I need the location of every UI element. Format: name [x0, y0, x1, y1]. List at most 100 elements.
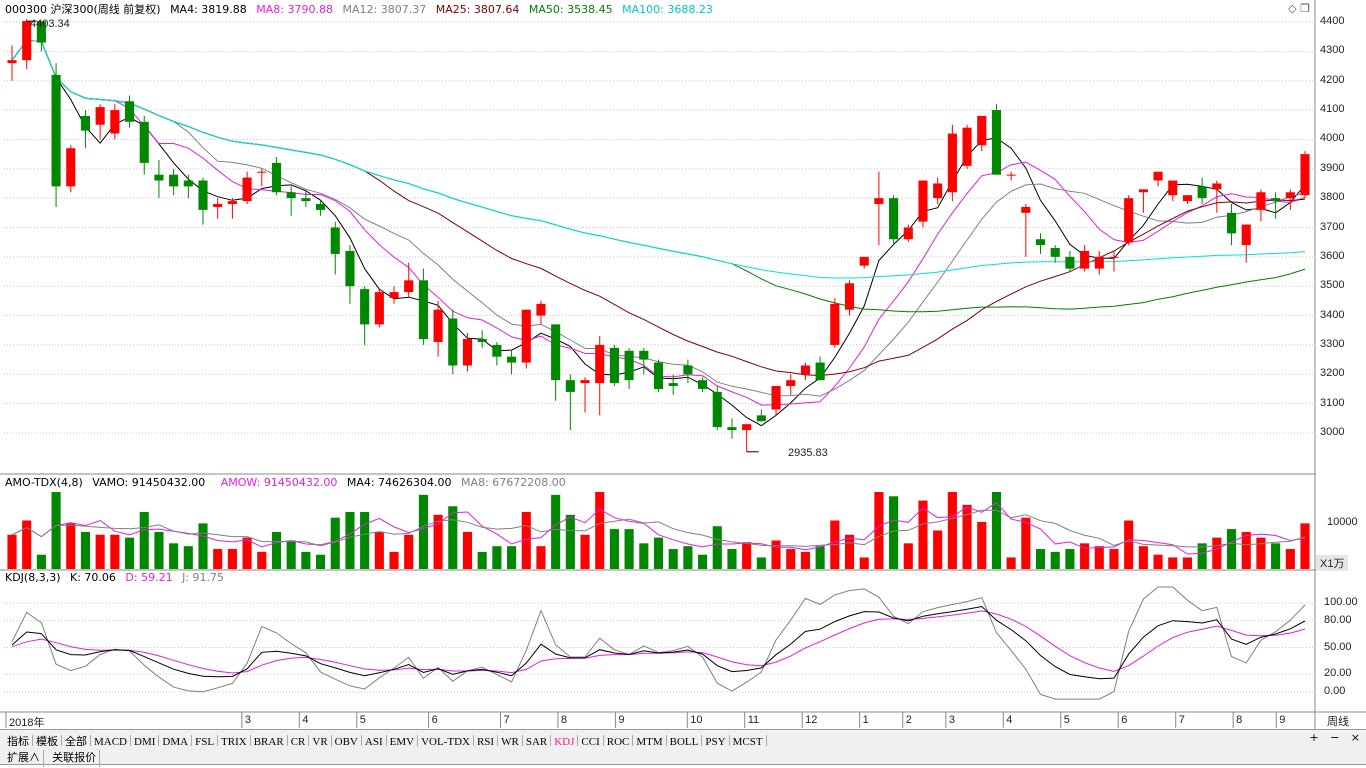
- tab-obv[interactable]: OBV: [332, 735, 362, 750]
- zoom-in-button[interactable]: +: [1309, 731, 1319, 744]
- kdj-j-line: [11, 586, 1306, 700]
- amo-bar: [404, 534, 414, 569]
- amo-bar: [286, 540, 296, 569]
- tab-cr[interactable]: CR: [288, 735, 310, 750]
- tab-dmi[interactable]: DMI: [131, 735, 160, 750]
- candle-body: [933, 183, 943, 199]
- tab-boll[interactable]: BOLL: [667, 735, 703, 750]
- tab-fsl[interactable]: FSL: [192, 735, 219, 750]
- candle-body: [786, 380, 796, 387]
- amo-bar: [1300, 523, 1310, 569]
- kdj-tick-label: 100.00: [1324, 596, 1358, 608]
- amo-bar: [1241, 531, 1251, 569]
- candle-body: [859, 256, 869, 266]
- candle-body: [639, 350, 649, 360]
- restore-icon[interactable]: ❐: [1300, 2, 1310, 15]
- amo-bar: [154, 531, 164, 569]
- amo-bar: [1080, 543, 1090, 569]
- tab-brar[interactable]: BRAR: [251, 735, 288, 750]
- month-label: 5: [359, 714, 366, 726]
- ma12-line: [11, 40, 1306, 397]
- candle-body: [404, 280, 414, 293]
- amo-bar: [507, 546, 517, 569]
- tab-cci[interactable]: CCI: [578, 735, 604, 750]
- tab-vr[interactable]: VR: [309, 735, 332, 750]
- tab-wr[interactable]: WR: [498, 735, 523, 750]
- close-icon[interactable]: ×: [1350, 731, 1360, 744]
- amo-bar: [462, 531, 473, 569]
- candle-body: [683, 365, 693, 375]
- amo-axis-label: 10000: [1327, 516, 1358, 528]
- amo-bar: [36, 554, 46, 569]
- amo-bar: [198, 523, 208, 569]
- month-label: 5: [1063, 714, 1070, 726]
- tab-rsi[interactable]: RSI: [474, 735, 499, 750]
- amo-bar: [1021, 517, 1031, 569]
- tab-sar[interactable]: SAR: [523, 735, 552, 750]
- bottom-bar: 扩展∧ 关联报价: [0, 746, 1366, 767]
- tab-模板[interactable]: 模板: [33, 735, 62, 750]
- low-annotation: 2935.83: [788, 447, 828, 459]
- candle-body: [830, 303, 840, 345]
- amo-bar: [1256, 537, 1266, 569]
- amo-bar: [668, 549, 678, 569]
- amo-bar: [330, 517, 340, 569]
- tab-trix[interactable]: TRIX: [218, 735, 251, 750]
- stock-chart[interactable]: [0, 0, 1366, 730]
- tab-asi[interactable]: ASI: [362, 735, 387, 750]
- tab-vol-tdx[interactable]: VOL-TDX: [418, 735, 474, 750]
- amo-amow: AMOW: 91450432.00: [220, 476, 338, 489]
- diamond-icon[interactable]: ◇: [1288, 2, 1297, 15]
- amo-bar: [448, 506, 458, 569]
- candle-body: [1197, 186, 1207, 199]
- candle-body: [477, 339, 487, 342]
- window-controls: ◇ ❐: [1288, 2, 1310, 15]
- tab-macd[interactable]: MACD: [91, 735, 132, 750]
- candle-body: [624, 350, 634, 381]
- ma50-line: [11, 40, 1306, 313]
- price-tick-label: 4000: [1320, 132, 1345, 145]
- tab-psy[interactable]: PSY: [702, 735, 730, 750]
- candle-body: [947, 133, 957, 193]
- month-label: 3: [244, 714, 251, 726]
- kdj-tick-label: 50.00: [1324, 640, 1352, 653]
- candle-body: [66, 148, 76, 187]
- tab-kdj[interactable]: KDJ: [551, 735, 579, 750]
- month-label: 4: [302, 714, 309, 726]
- amo-bar: [124, 537, 135, 569]
- candle-body: [609, 347, 619, 384]
- candle-body: [257, 171, 267, 173]
- candle-body: [1285, 192, 1295, 199]
- amo-ma8: MA8: 67672208.00: [461, 476, 566, 489]
- month-label: 9: [618, 714, 625, 726]
- candle-body: [1153, 171, 1163, 181]
- month-label: 6: [431, 714, 438, 726]
- amo-bar: [536, 546, 546, 569]
- expand-tab[interactable]: 扩展∧: [4, 750, 44, 767]
- kdj-k: K: 70.06: [70, 571, 116, 584]
- amo-bar: [800, 551, 810, 569]
- amo-vamo: VAMO: 91450432.00: [92, 476, 206, 489]
- amo-bar: [1212, 537, 1222, 569]
- month-label: 8: [1236, 714, 1243, 726]
- zoom-controls: + − ×: [1309, 730, 1360, 745]
- amo-bar: [815, 546, 825, 569]
- amo-bar: [889, 496, 899, 569]
- candle-body: [462, 339, 473, 366]
- ma50-value: MA50: 3538.45: [528, 3, 613, 16]
- candle-body: [874, 198, 884, 205]
- candle-body: [36, 21, 46, 43]
- tab-roc[interactable]: ROC: [604, 735, 634, 750]
- related-quotes-tab[interactable]: 关联报价: [49, 750, 101, 767]
- amo-bar: [374, 531, 384, 569]
- tab-emv[interactable]: EMV: [387, 735, 419, 750]
- tab-全部[interactable]: 全部: [62, 735, 91, 750]
- tab-dma[interactable]: DMA: [159, 735, 193, 750]
- tab-指标[interactable]: 指标: [4, 735, 33, 750]
- period-label[interactable]: 周线: [1327, 716, 1349, 728]
- tab-mcst[interactable]: MCST: [730, 735, 767, 750]
- zoom-out-button[interactable]: −: [1330, 731, 1340, 744]
- tab-mtm[interactable]: MTM: [633, 735, 667, 750]
- high-annotation: 4403.34: [30, 18, 70, 30]
- price-tick-label: 3300: [1320, 337, 1345, 350]
